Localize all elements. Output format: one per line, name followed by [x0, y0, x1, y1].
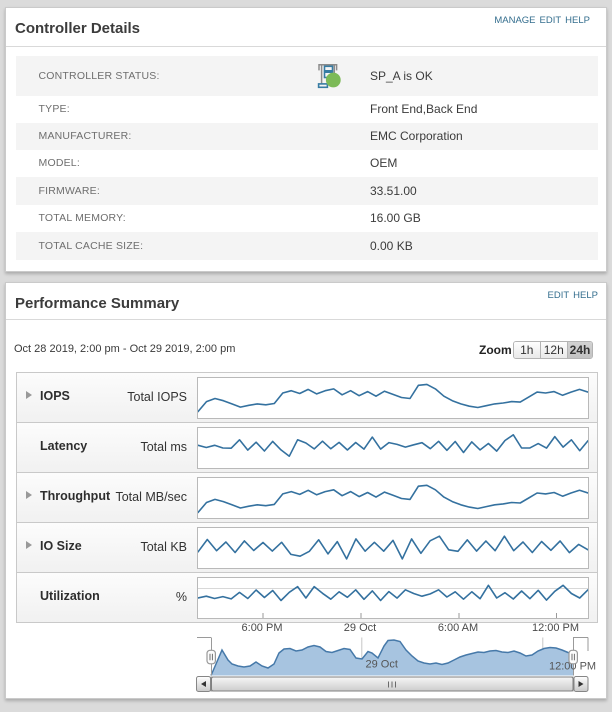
svg-text:29 Oct: 29 Oct [366, 659, 398, 671]
svg-text:12:00 PM: 12:00 PM [549, 661, 596, 673]
